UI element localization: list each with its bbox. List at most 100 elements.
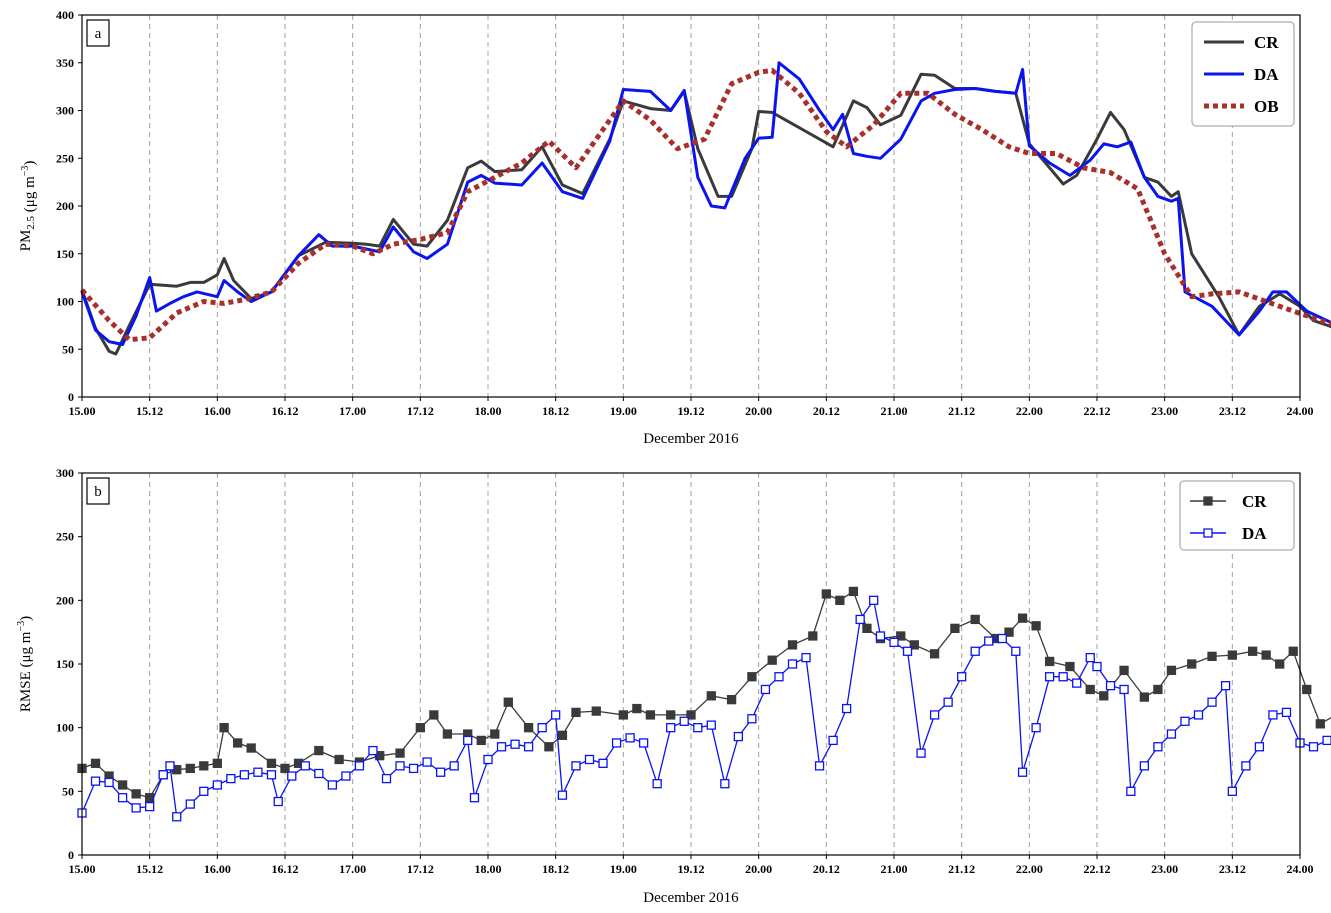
series-da-point — [557, 790, 568, 800]
series-da-point — [984, 636, 994, 646]
series-da-point — [104, 777, 114, 788]
legend-label-cr: CR — [1242, 492, 1267, 511]
series-da-point — [1268, 710, 1278, 720]
series-da-point — [916, 748, 926, 758]
series-cr-point — [909, 640, 919, 650]
x-tick-label: 17.00 — [339, 404, 366, 418]
series-da-point — [1322, 735, 1331, 746]
x-tick-label: 21.00 — [881, 404, 908, 418]
series-cr-point — [950, 623, 960, 633]
x-tick-label: 19.00 — [610, 404, 637, 418]
x-tick-label: 15.12 — [136, 404, 163, 418]
panel-label: b — [94, 484, 102, 500]
series-da-point — [855, 614, 865, 625]
series-cr-point — [706, 691, 716, 701]
x-tick-label: 18.00 — [475, 404, 502, 418]
series-da-point — [747, 714, 757, 724]
series-da-point — [368, 745, 378, 756]
series-da-point — [638, 738, 649, 748]
panel-a: 0 50 100 150 200 250 300 350 400 15.00 15.12 16.00 1… — [18, 8, 1331, 447]
series-cr-point — [747, 672, 757, 682]
series-cr-point — [1119, 665, 1129, 676]
series-da-point — [165, 761, 175, 771]
y-tick-label: 50 — [62, 784, 74, 798]
x-tick-label: 21.12 — [948, 404, 975, 418]
series-da-point — [889, 637, 899, 648]
series-da-point — [693, 723, 703, 733]
x-tick-label: 16.00 — [204, 404, 231, 418]
x-tick-label: 16.00 — [204, 862, 231, 876]
series-da-point — [327, 780, 338, 790]
series-da-point — [1072, 678, 1082, 688]
series-da-point — [145, 801, 155, 812]
y-tick-label: 300 — [56, 466, 74, 480]
x-tick-label: 24.00 — [1287, 862, 1314, 876]
series-da-point — [226, 773, 236, 784]
series-da-point — [1085, 652, 1095, 663]
series-da-point — [422, 757, 432, 767]
series-da-point — [1031, 723, 1041, 733]
series-da-point — [1166, 729, 1177, 739]
y-tick-label: 300 — [56, 104, 74, 118]
legend-label-da: DA — [1254, 65, 1279, 84]
legend-box — [1179, 480, 1295, 551]
series-cr-point — [442, 729, 453, 739]
series-cr-point — [117, 780, 128, 790]
series-da-point — [828, 735, 838, 746]
series-cr-point — [1288, 646, 1298, 656]
series-da-point — [1281, 707, 1292, 718]
series-cr-point — [232, 738, 243, 748]
series-da-point — [266, 770, 277, 780]
series-cr-point — [835, 595, 845, 605]
x-tick-label: 21.00 — [881, 862, 908, 876]
series-cr-point — [1139, 692, 1150, 702]
series-da-point — [395, 761, 405, 771]
y-tick-label: 0 — [68, 390, 74, 404]
y-tick-label: 200 — [56, 593, 74, 607]
series-da-point — [1308, 742, 1319, 752]
series-cr-point — [415, 723, 425, 733]
x-tick-label: 18.12 — [542, 404, 569, 418]
series-da-point — [1011, 646, 1021, 656]
y-tick-label: 100 — [56, 721, 74, 735]
series-da-point — [679, 716, 689, 726]
series-da-point — [733, 731, 744, 742]
series-da-point — [1207, 697, 1217, 707]
series-da-point — [1153, 742, 1163, 752]
series-cr-point — [185, 763, 195, 774]
series-da-point — [496, 742, 507, 752]
y-tick-label: 100 — [56, 295, 74, 309]
series-da-point — [1119, 684, 1129, 695]
series-da-point — [1254, 742, 1265, 752]
series-da-point — [760, 684, 771, 695]
series-cr-point — [618, 710, 628, 720]
x-axis-label: December 2016 — [643, 890, 739, 906]
series-cr-point — [970, 614, 980, 625]
series-da-point — [571, 761, 581, 771]
series-cr-point — [544, 742, 554, 752]
x-tick-label: 23.00 — [1151, 404, 1178, 418]
series-da-point — [117, 793, 128, 803]
series-da-point — [131, 803, 141, 813]
series-da-point — [598, 758, 608, 768]
legend-label-cr: CR — [1254, 33, 1279, 52]
x-tick-label: 20.00 — [745, 862, 772, 876]
series-da-point — [172, 812, 182, 822]
series-da-point — [523, 742, 534, 752]
legend-label-ob: OB — [1254, 97, 1279, 116]
series-cr-point — [212, 758, 222, 768]
x-tick-label: 22.00 — [1016, 862, 1043, 876]
series-da-point — [774, 672, 784, 682]
series-cr-point — [429, 710, 439, 720]
y-tick-label: 50 — [62, 342, 74, 356]
series-cr-point — [896, 631, 906, 641]
series-cr-point — [246, 743, 256, 753]
series-da-point — [1044, 672, 1055, 682]
series-da-point — [1241, 761, 1251, 771]
y-tick-label: 150 — [56, 247, 74, 261]
series-cr-point — [523, 723, 534, 733]
series-cr-point — [1044, 656, 1055, 667]
series-cr-point — [1099, 691, 1109, 701]
series-da-point — [1180, 716, 1190, 726]
series-cr-point — [395, 748, 405, 758]
